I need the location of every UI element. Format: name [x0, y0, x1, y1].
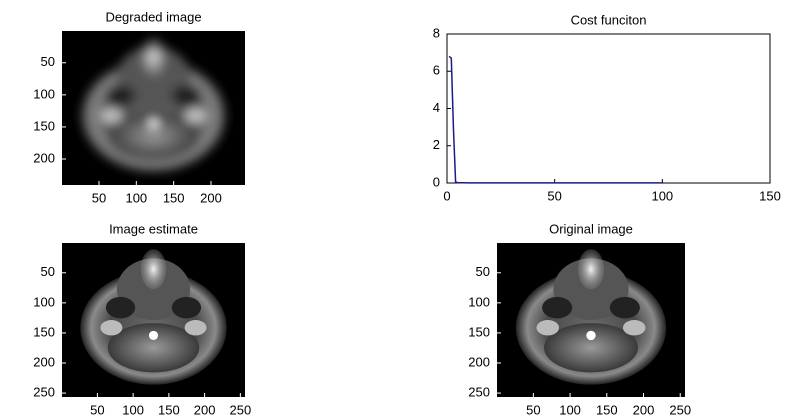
y-tick-label: 200	[33, 354, 55, 369]
y-tick-label: 100	[468, 294, 490, 309]
y-tick-label: 50	[41, 54, 55, 69]
figure: 50 100 150 200 50 100 150 200 Degraded image 0 50 1…	[0, 0, 786, 419]
x-tick-label: 100	[559, 402, 581, 417]
x-tick-label: 250	[230, 402, 252, 417]
y-tick-label: 4	[433, 100, 440, 115]
brain-spot	[149, 119, 158, 128]
x-tick-label: 50	[526, 402, 540, 417]
eye-left	[106, 85, 135, 107]
x-tick-label: 100	[122, 402, 144, 417]
x-tick-label: 250	[669, 402, 691, 417]
x-tick-label: 200	[200, 190, 222, 205]
subplot-title: Cost funciton	[571, 12, 647, 27]
x-tick-label: 100	[651, 188, 673, 203]
brain-spot	[586, 331, 595, 340]
ear-right	[185, 320, 207, 335]
eye-left	[106, 297, 135, 319]
y-tick-label: 100	[33, 86, 55, 101]
y-tick-label: 8	[433, 25, 440, 40]
y-tick-label: 50	[41, 264, 55, 279]
plot-area	[447, 34, 770, 183]
subplot-title: Original image	[549, 221, 633, 236]
y-tick-label: 100	[33, 294, 55, 309]
y-tick-label: 150	[33, 118, 55, 133]
eye-right	[610, 297, 640, 319]
ear-left	[100, 320, 122, 335]
x-tick-label: 0	[443, 188, 450, 203]
y-tick-label: 200	[468, 354, 490, 369]
y-tick-label: 0	[433, 174, 440, 189]
subplot-title: Image estimate	[109, 221, 198, 236]
subplot-title: Degraded image	[105, 9, 201, 24]
y-tick-label: 250	[33, 385, 55, 400]
x-tick-label: 50	[90, 402, 104, 417]
x-tick-label: 50	[92, 190, 106, 205]
x-tick-label: 50	[547, 188, 561, 203]
ear-right	[623, 320, 646, 335]
ear-left	[100, 108, 122, 123]
eye-left	[542, 297, 572, 319]
y-tick-label: 2	[433, 137, 440, 152]
ear-right	[185, 108, 207, 123]
brain-spot	[149, 331, 158, 340]
y-tick-label: 150	[468, 324, 490, 339]
y-tick-label: 250	[468, 385, 490, 400]
eye-right	[172, 85, 201, 107]
x-tick-label: 150	[596, 402, 618, 417]
y-tick-label: 200	[33, 150, 55, 165]
x-tick-label: 200	[633, 402, 655, 417]
y-tick-label: 150	[33, 324, 55, 339]
x-tick-label: 100	[125, 190, 147, 205]
x-tick-label: 150	[163, 190, 185, 205]
nose	[141, 249, 167, 289]
ear-left	[536, 320, 559, 335]
nose	[141, 37, 167, 77]
nose	[578, 249, 604, 289]
y-tick-label: 50	[476, 264, 490, 279]
x-tick-label: 150	[759, 188, 781, 203]
x-tick-label: 200	[194, 402, 216, 417]
y-tick-label: 6	[433, 63, 440, 78]
x-tick-label: 150	[158, 402, 180, 417]
eye-right	[172, 297, 201, 319]
